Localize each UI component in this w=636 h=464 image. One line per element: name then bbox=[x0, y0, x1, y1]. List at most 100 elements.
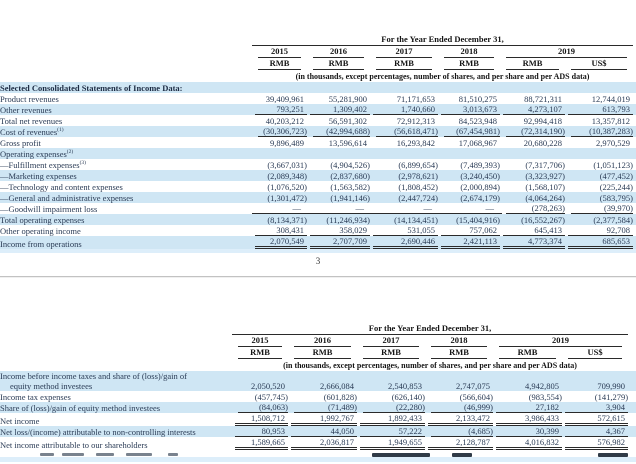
table-row: Net loss/(income) attributable to non-co… bbox=[0, 426, 636, 437]
value-cell: (42,994,688) bbox=[307, 126, 370, 137]
row-label: —Marketing expenses bbox=[0, 170, 252, 181]
value-cell: (56,618,471) bbox=[370, 126, 438, 137]
value-cell: (2,447,724) bbox=[370, 192, 438, 203]
value-cell: (1,301,472) bbox=[252, 192, 307, 203]
year-header: 2015 bbox=[252, 46, 307, 58]
value-cell: 709,990 bbox=[562, 371, 636, 391]
row-label: Income tax expenses bbox=[0, 392, 71, 402]
value-cell: (457,745) bbox=[254, 392, 288, 402]
value-cell: 645,413 bbox=[500, 225, 565, 236]
table-row: —Goodwill impairment loss — — — — (278,263) (3… bbox=[0, 203, 636, 214]
value-cell: (1,076,520) bbox=[267, 182, 307, 192]
header-spacer bbox=[0, 359, 232, 371]
row-label: Product revenues bbox=[0, 94, 59, 104]
row-label: —Fulfillment expenses(3) bbox=[0, 160, 86, 170]
page-separator-line bbox=[0, 276, 636, 278]
header-spacer bbox=[0, 323, 232, 335]
table-row: Share of (loss)/gain of equity method in… bbox=[0, 402, 636, 413]
row-label: Income before income taxes and share of … bbox=[0, 371, 232, 391]
year-header: 2017 bbox=[357, 335, 425, 347]
value-cell: 81,510,275 bbox=[458, 94, 497, 104]
currency-header: RMB bbox=[252, 58, 307, 70]
period-title-cell: For the Year Ended December 31, bbox=[252, 34, 636, 46]
value-cell: (566,604) bbox=[459, 392, 493, 402]
value-cell: (1,051,123) bbox=[593, 160, 634, 170]
period-title: For the Year Ended December 31, bbox=[232, 323, 629, 335]
row-label: Net loss/(income) attributable to non-co… bbox=[0, 426, 232, 437]
value-cell: 56,591,302 bbox=[328, 116, 367, 126]
value-cell: 84,523,948 bbox=[458, 116, 497, 126]
value-cell bbox=[252, 82, 307, 93]
value-cell: 88,721,311 bbox=[524, 94, 562, 104]
value-cell: (1,941,146) bbox=[307, 192, 370, 203]
value-cell: 757,062 bbox=[438, 225, 500, 236]
value-cell: 1,309,402 bbox=[307, 104, 370, 115]
income-statement-table-1: For the Year Ended December 31, 2015 201… bbox=[0, 34, 636, 249]
value-cell: 39,409,961 bbox=[265, 94, 304, 104]
value-cell: (2,674,179) bbox=[438, 192, 500, 203]
value-cell: 2,070,549 bbox=[252, 236, 307, 249]
value-cell: (983,554) bbox=[528, 392, 562, 402]
value-cell: (10,387,283) bbox=[565, 126, 636, 137]
row-label: Income from operations bbox=[0, 236, 252, 249]
clipped-row bbox=[0, 452, 636, 464]
table-row: Operating expenses(2) bbox=[0, 148, 636, 159]
value-cell: (16,552,267) bbox=[500, 214, 565, 225]
value-cell: (1,563,582) bbox=[330, 182, 370, 192]
value-cell: 2,133,472 bbox=[425, 413, 493, 426]
currency-header: US$ bbox=[565, 58, 636, 70]
value-cell: (3,323,927) bbox=[500, 170, 565, 181]
table-row: Income from operations 2,070,549 2,707,709… bbox=[0, 236, 636, 249]
value-cell: (46,999) bbox=[425, 402, 493, 413]
value-cell: 2,690,446 bbox=[370, 236, 438, 249]
value-cell: (3,667,031) bbox=[267, 160, 307, 170]
shaded-empty-row bbox=[0, 249, 636, 253]
value-cell: (67,454,981) bbox=[438, 126, 500, 137]
row-label: Gross profit bbox=[0, 138, 41, 148]
table1-header: For the Year Ended December 31, 2015 201… bbox=[0, 34, 636, 82]
value-cell: 613,793 bbox=[565, 104, 636, 115]
footnote-marker: (1) bbox=[57, 127, 64, 134]
value-cell: (14,134,451) bbox=[370, 214, 438, 225]
value-cell: (141,279) bbox=[594, 392, 629, 402]
table-row: Other revenues 793,251 1,309,402 1,740,660 3… bbox=[0, 104, 636, 115]
value-cell: (626,140) bbox=[391, 392, 425, 402]
value-cell: 531,055 bbox=[370, 225, 438, 236]
value-cell: (1,808,452) bbox=[398, 182, 438, 192]
value-cell: (7,489,393) bbox=[460, 160, 500, 170]
value-cell: (2,837,680) bbox=[307, 170, 370, 181]
value-cell: 2,747,075 bbox=[425, 371, 493, 391]
table-row: —Marketing expenses (2,089,348) (2,837,680… bbox=[0, 170, 636, 181]
row-label: Other revenues bbox=[0, 104, 252, 115]
value-cell: 80,953 bbox=[232, 426, 288, 437]
units-note: (in thousands, except percentages, numbe… bbox=[283, 361, 577, 370]
value-cell: (4,064,264) bbox=[500, 192, 565, 203]
value-cell: 1,892,433 bbox=[357, 413, 425, 426]
table-row: Cost of revenues(1) (30,306,723) (42,994,6… bbox=[0, 126, 636, 137]
table2-body: Income before income taxes and share of … bbox=[0, 371, 636, 450]
value-cell: 2,050,520 bbox=[232, 371, 288, 391]
currency-header: RMB bbox=[425, 347, 493, 359]
value-cell: (11,246,934) bbox=[307, 214, 370, 225]
row-label: Total operating expenses bbox=[0, 214, 252, 225]
value-cell: 71,171,653 bbox=[396, 94, 435, 104]
value-cell: (1,568,107) bbox=[525, 182, 565, 192]
value-cell bbox=[370, 82, 438, 93]
value-cell: 4,273,107 bbox=[500, 104, 565, 115]
row-label: Total net revenues bbox=[0, 116, 63, 126]
value-cell: (72,314,190) bbox=[500, 126, 565, 137]
currency-header: RMB bbox=[232, 347, 288, 359]
value-cell: 793,251 bbox=[252, 104, 307, 115]
header-spacer bbox=[0, 335, 232, 347]
value-cell: 1,740,660 bbox=[370, 104, 438, 115]
value-cell: 17,068,967 bbox=[458, 138, 497, 148]
value-cell: (71,489) bbox=[288, 402, 357, 413]
value-cell bbox=[565, 148, 636, 159]
row-label: Cost of revenues(1) bbox=[0, 126, 252, 137]
year-header: 2015 bbox=[232, 335, 288, 347]
value-cell: 57,222 bbox=[357, 426, 425, 437]
row-label: Selected Consolidated Statements of Inco… bbox=[0, 82, 252, 93]
table-row: Income tax expenses (457,745) (601,828) (62… bbox=[0, 391, 636, 402]
row-label: Other operating income bbox=[0, 226, 81, 236]
value-cell: 2,036,817 bbox=[288, 437, 357, 450]
